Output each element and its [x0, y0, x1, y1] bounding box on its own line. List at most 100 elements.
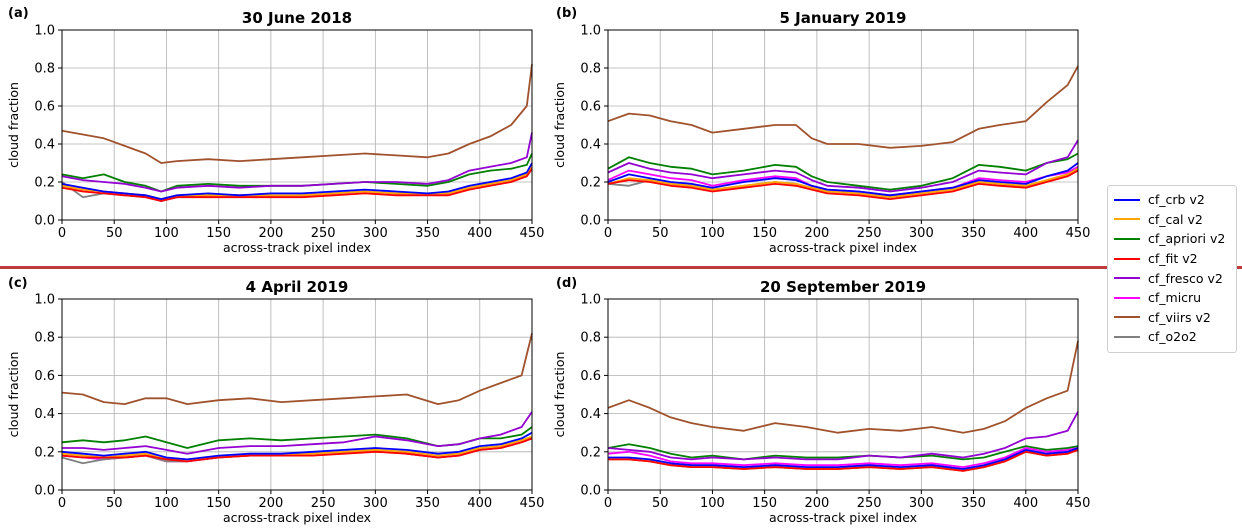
x-tick-label: 300 [909, 226, 934, 241]
legend-item: cf_viirs v2 [1114, 308, 1230, 328]
series-line [608, 447, 1079, 470]
y-axis-label: cloud fraction [6, 352, 21, 438]
legend-swatch [1114, 198, 1140, 201]
y-tick-label: 0.0 [34, 214, 55, 229]
x-tick-label: 350 [961, 496, 986, 511]
x-tick-label: 400 [467, 226, 492, 241]
legend-label: cf_viirs v2 [1148, 309, 1211, 325]
x-tick-label: 250 [311, 226, 336, 241]
series-line [607, 162, 1079, 197]
panel-label: (c) [8, 276, 28, 291]
y-tick-label: 0.8 [34, 62, 55, 77]
legend-swatch [1114, 257, 1140, 260]
legend-swatch [1114, 296, 1140, 299]
legend-item: cf_crb v2 [1114, 190, 1230, 210]
legend-item: cf_fit v2 [1114, 249, 1230, 269]
x-axis-label: across-track pixel index [223, 240, 371, 255]
chart-panel: 0 50 100 150 200 250 300 350 400 450 0.0 0.2 0.4 0.6 0… [6, 6, 544, 255]
x-tick-label: 0 [604, 226, 612, 241]
legend-swatch [1114, 277, 1140, 280]
x-tick-label: 100 [700, 226, 725, 241]
x-tick-label: 0 [58, 496, 66, 511]
x-tick-label: 450 [520, 226, 545, 241]
series-line [607, 152, 1079, 191]
y-axis-label: cloud fraction [552, 82, 567, 168]
x-tick-label: 200 [804, 226, 829, 241]
x-axis-label: across-track pixel index [769, 240, 917, 255]
y-tick-label: 0.8 [34, 331, 55, 346]
x-tick-label: 400 [1013, 496, 1038, 511]
x-tick-label: 350 [961, 226, 986, 241]
series-line [62, 411, 533, 455]
plot-frame [61, 29, 533, 221]
y-tick-label: 0.6 [580, 100, 601, 115]
x-tick-label: 150 [752, 496, 777, 511]
legend-label: cf_o2o2 [1148, 329, 1197, 345]
y-tick-label: 0.6 [580, 369, 601, 384]
series-line [61, 132, 533, 193]
x-axis-label: across-track pixel index [223, 510, 371, 525]
x-tick-label: 400 [1013, 226, 1038, 241]
x-tick-label: 50 [652, 496, 669, 511]
y-tick-label: 0.4 [34, 407, 55, 422]
legend-item: cf_o2o2 [1114, 327, 1230, 347]
series-line [61, 64, 533, 164]
panel-divider [0, 266, 1242, 269]
x-tick-label: 250 [857, 496, 882, 511]
legend: cf_crb v2 cf_cal v2 cf_apriori v2 cf_fit v2… [1107, 185, 1237, 353]
series-line [607, 169, 1079, 200]
y-tick-label: 0.6 [34, 369, 55, 384]
y-tick-label: 0.4 [34, 138, 55, 153]
x-tick-label: 450 [1066, 226, 1091, 241]
series-line [61, 333, 533, 405]
x-tick-label: 50 [652, 226, 669, 241]
x-tick-label: 50 [106, 496, 123, 511]
series-line [61, 437, 533, 463]
x-tick-label: 150 [206, 226, 231, 241]
x-tick-label: 150 [752, 226, 777, 241]
legend-label: cf_cal v2 [1148, 211, 1203, 227]
x-tick-label: 200 [258, 496, 283, 511]
series-line [608, 449, 1079, 472]
series-line [61, 437, 533, 463]
y-tick-label: 0.2 [34, 176, 55, 191]
panel-label: (a) [8, 6, 29, 21]
chart-panel: 0 50 100 150 200 250 300 350 400 450 0.0 0.2 0.4 0.6 0… [552, 276, 1090, 525]
plot-frame [607, 298, 1079, 491]
x-tick-label: 0 [604, 496, 612, 511]
panel-label: (b) [556, 6, 577, 21]
y-tick-label: 0.4 [580, 138, 601, 153]
chart-title: 5 January 2019 [780, 9, 907, 27]
y-tick-label: 0.8 [580, 62, 601, 77]
series-line [607, 443, 1079, 461]
x-tick-label: 150 [206, 496, 231, 511]
legend-swatch [1114, 316, 1140, 319]
chart-title: 4 April 2019 [246, 278, 349, 296]
y-tick-label: 0.6 [34, 100, 55, 115]
legend-label: cf_crb v2 [1148, 192, 1205, 208]
y-tick-label: 0.4 [580, 407, 601, 422]
series-line [607, 447, 1079, 468]
x-tick-label: 300 [363, 226, 388, 241]
legend-item: cf_fresco v2 [1114, 268, 1230, 288]
y-tick-label: 1.0 [580, 24, 601, 39]
y-tick-label: 0.2 [34, 445, 55, 460]
series-line [61, 168, 533, 202]
plot-frame [607, 29, 1079, 221]
x-tick-label: 250 [311, 496, 336, 511]
y-axis-label: cloud fraction [6, 82, 21, 168]
x-tick-label: 300 [909, 496, 934, 511]
y-tick-label: 1.0 [34, 293, 55, 308]
legend-item: cf_cal v2 [1114, 210, 1230, 230]
x-tick-label: 0 [58, 226, 66, 241]
plot-frame [61, 298, 533, 491]
legend-label: cf_fresco v2 [1148, 270, 1223, 286]
series-line [607, 411, 1079, 461]
chart-panel: 0 50 100 150 200 250 300 350 400 450 0.0 0.2 0.4 0.6 0… [552, 6, 1090, 255]
x-tick-label: 350 [415, 496, 440, 511]
legend-item: cf_apriori v2 [1114, 229, 1230, 249]
x-tick-label: 350 [415, 226, 440, 241]
y-tick-label: 1.0 [34, 24, 55, 39]
y-tick-label: 0.0 [34, 484, 55, 499]
